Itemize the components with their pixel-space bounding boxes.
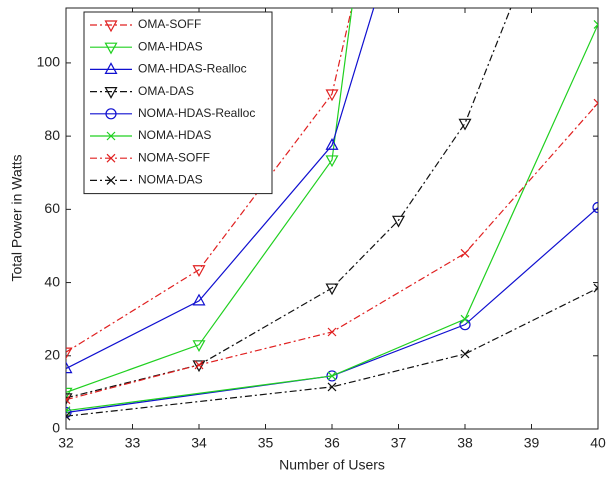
y-tick-label: 20 [44, 346, 60, 362]
marker [194, 360, 204, 370]
marker [104, 42, 118, 55]
x-tick-label: 38 [457, 435, 473, 451]
legend-label: NOMA-DAS [138, 173, 203, 187]
x-tick-label: 37 [391, 435, 407, 451]
marker [592, 201, 598, 214]
series-line [66, 8, 375, 370]
marker [106, 175, 116, 185]
marker [66, 347, 73, 360]
marker [593, 98, 598, 108]
x-tick-label: 39 [524, 435, 540, 451]
marker [327, 371, 337, 381]
x-tick-label: 35 [258, 435, 274, 451]
marker [104, 62, 118, 74]
marker [593, 20, 598, 29]
marker [326, 370, 338, 382]
y-axis-label: Total Power in Watts [9, 154, 25, 281]
y-tick-label: 80 [44, 127, 60, 143]
series-line [66, 8, 353, 393]
marker [458, 118, 472, 131]
marker [325, 283, 339, 296]
marker [66, 411, 71, 421]
marker [325, 138, 339, 150]
series-line [66, 207, 598, 414]
marker [327, 382, 337, 392]
marker [106, 131, 116, 141]
marker [192, 360, 206, 373]
marker [325, 155, 339, 168]
x-tick-label: 40 [590, 435, 606, 451]
y-tick-label: 0 [52, 420, 60, 436]
series-line [66, 287, 598, 417]
legend-label: OMA-HDAS [138, 39, 203, 53]
legend-label: NOMA-SOFF [138, 150, 210, 164]
marker [325, 89, 339, 102]
marker [391, 215, 406, 228]
legend-label: NOMA-HDAS [138, 128, 211, 142]
x-axis-label: Number of Users [279, 457, 385, 473]
marker [66, 406, 72, 419]
legend: OMA-SOFF OMA-HDAS OMA-HDAS-Realloc OMA-DAS N… [83, 11, 273, 195]
x-tick-label: 36 [324, 435, 340, 451]
legend-box [83, 11, 273, 195]
marker [105, 108, 117, 120]
x-tick-label: 34 [191, 435, 207, 451]
series-line [66, 24, 598, 412]
marker [66, 361, 73, 374]
marker [192, 293, 206, 306]
marker [460, 349, 470, 359]
x-tick-label: 32 [58, 435, 74, 451]
marker [66, 395, 71, 405]
marker [460, 314, 470, 324]
legend-label: OMA-HDAS-Realloc [138, 62, 247, 76]
y-tick-label: 40 [44, 273, 60, 289]
y-tick-label: 100 [37, 54, 61, 70]
y-tick-label: 60 [44, 200, 60, 216]
marker [104, 87, 118, 99]
marker [192, 340, 206, 353]
marker [593, 283, 598, 293]
marker [327, 327, 337, 337]
legend-label: NOMA-HDAS-Realloc [138, 106, 255, 120]
marker [104, 20, 118, 33]
x-tick-label: 33 [125, 435, 141, 451]
legend-label: OMA-DAS [138, 84, 194, 98]
marker [106, 153, 116, 163]
marker [192, 265, 206, 277]
marker [460, 248, 470, 258]
legend-label: OMA-SOFF [138, 17, 201, 31]
